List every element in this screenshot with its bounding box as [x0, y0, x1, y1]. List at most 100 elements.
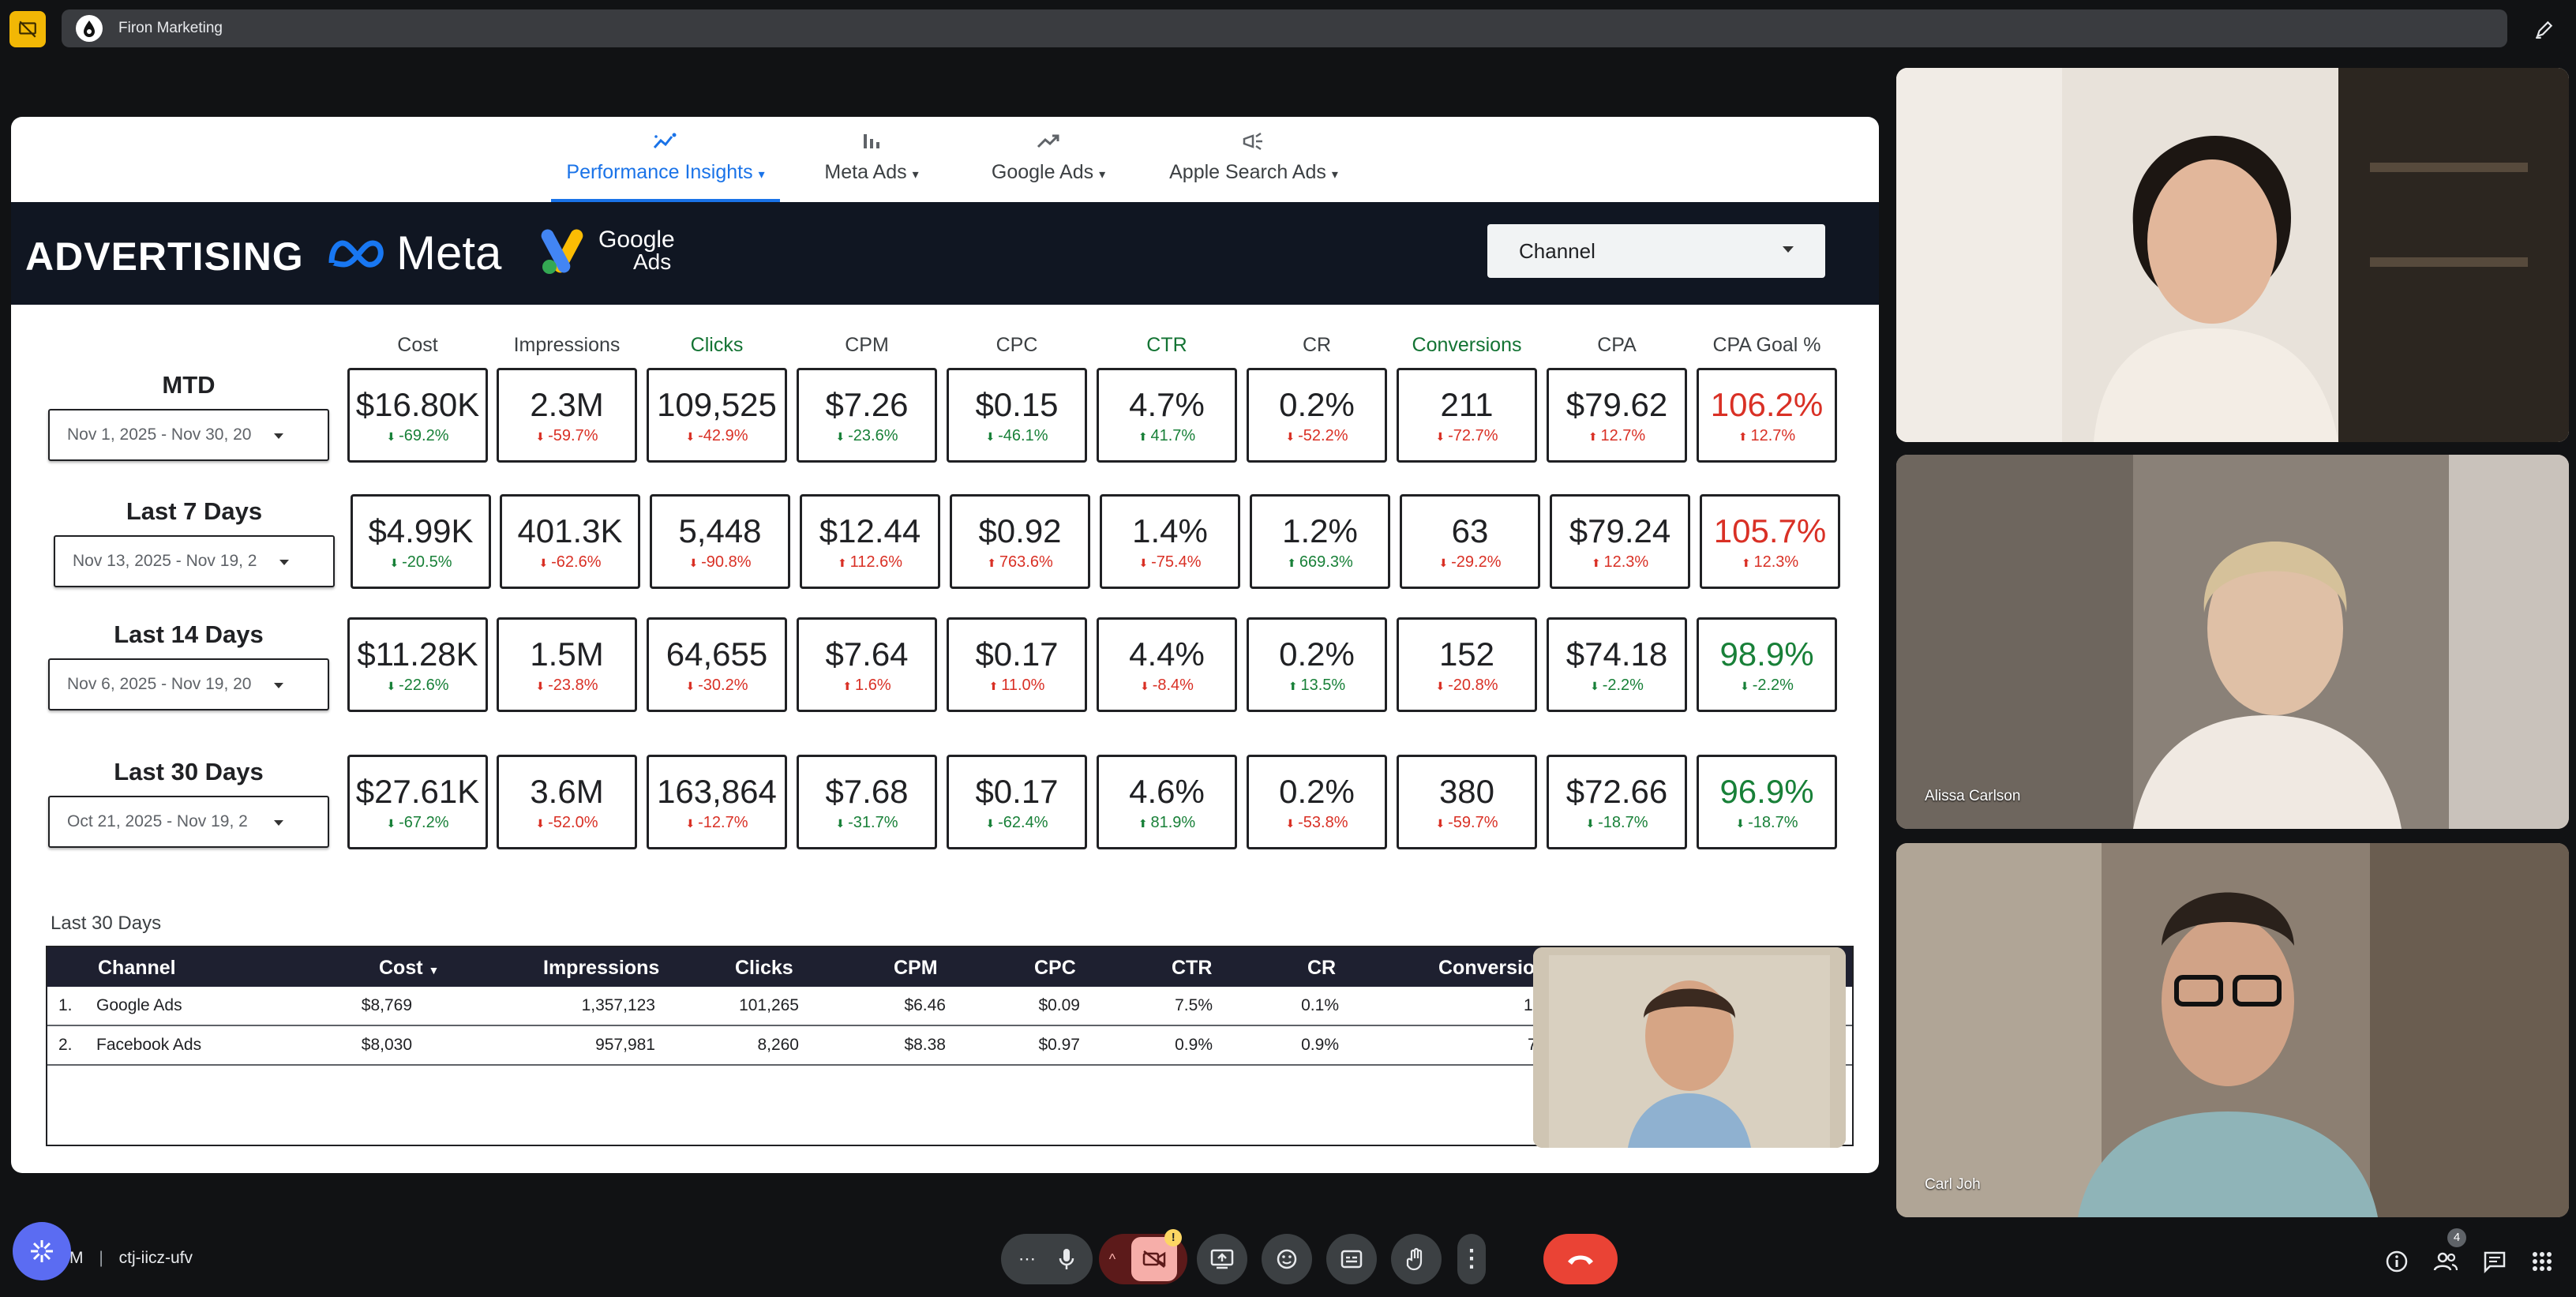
tab-google-ads[interactable]: Google Ads ▾	[977, 128, 1119, 184]
change-value: -8.4%	[1152, 676, 1194, 694]
date-range-value: Nov 13, 2025 - Nov 19, 2	[73, 552, 257, 570]
activities-button[interactable]	[2526, 1246, 2558, 1277]
meeting-details-button[interactable]	[2381, 1246, 2413, 1277]
participant-video	[1896, 843, 2569, 1217]
metric-card: 211 ⬇ -72.7%	[1397, 368, 1537, 463]
metric-value: $4.99K	[368, 512, 474, 549]
change-value: -20.5%	[402, 553, 452, 571]
more-audio-icon[interactable]: ⋯	[1018, 1249, 1036, 1269]
change-value: -59.7%	[1448, 813, 1498, 831]
th-cr[interactable]: CR	[1307, 957, 1337, 979]
captions-icon	[1340, 1250, 1363, 1269]
col-header-cr: CR	[1302, 334, 1332, 356]
metric-change: ⬇ -62.6%	[539, 553, 602, 572]
participant-tile[interactable]: Carl Joh	[1896, 843, 2569, 1217]
cell-clicks: 8,260	[757, 1036, 799, 1054]
metric-change: ⬇ -75.4%	[1139, 553, 1202, 572]
arrow-down-icon: ⬇	[1585, 816, 1599, 830]
date-range-select[interactable]: Nov 6, 2025 - Nov 19, 20	[48, 658, 329, 710]
th-ctr[interactable]: CTR	[1172, 957, 1213, 979]
participant-tile[interactable]	[1896, 68, 2569, 442]
change-value: -53.8%	[1298, 813, 1348, 831]
hand-icon	[1406, 1247, 1423, 1271]
brand-banner: ADVERTISING Meta Google Ads Channel	[11, 202, 1879, 305]
tab-label: Performance Insights	[566, 161, 753, 183]
cell-cpm: $6.46	[904, 996, 946, 1014]
row-label: MTD	[162, 371, 216, 399]
metric-change: ⬇ -20.8%	[1436, 677, 1498, 695]
channel-select[interactable]: Channel	[1487, 224, 1825, 278]
metric-change: ⬇ -67.2%	[387, 814, 449, 832]
self-view-video[interactable]	[1533, 947, 1846, 1148]
microphone-icon[interactable]	[1058, 1247, 1075, 1271]
present-screen-button[interactable]	[1197, 1234, 1247, 1284]
metric-card: 0.2% ⬇ -52.2%	[1247, 368, 1387, 463]
metric-card: 1.4% ⬇ -75.4%	[1100, 494, 1240, 589]
arrow-down-icon: ⬇	[1438, 556, 1452, 569]
participant-tile[interactable]: Alissa Carlson	[1896, 455, 2569, 829]
chevron-up-icon[interactable]: ^	[1108, 1250, 1116, 1267]
tab-apple-search-ads[interactable]: Apple Search Ads ▾	[1151, 128, 1356, 184]
raise-hand-button[interactable]	[1391, 1234, 1442, 1284]
gemini-button[interactable]	[13, 1222, 71, 1280]
metric-value: 152	[1438, 635, 1495, 673]
th-cpm[interactable]: CPM	[894, 957, 938, 979]
reactions-button[interactable]	[1262, 1234, 1312, 1284]
metric-card: $16.80K ⬇ -69.2%	[347, 368, 488, 463]
metric-value: 211	[1440, 385, 1494, 423]
meeting-code: ctj-iicz-ufv	[118, 1249, 193, 1267]
change-value: -31.7%	[848, 813, 898, 831]
th-conversion[interactable]: Conversion	[1438, 957, 1547, 979]
col-header-cpa-goal: CPA Goal %	[1712, 334, 1821, 356]
change-value: -20.8%	[1448, 676, 1498, 694]
leave-call-button[interactable]	[1543, 1234, 1618, 1284]
change-value: 81.9%	[1150, 813, 1196, 831]
metric-value: 1.4%	[1132, 512, 1208, 549]
change-value: -12.7%	[698, 813, 748, 831]
chat-button[interactable]	[2479, 1246, 2510, 1277]
table-row[interactable]: 2. Facebook Ads $8,030 957,981 8,260 $8.…	[47, 1026, 1852, 1066]
arrow-up-icon: ⬆	[1588, 429, 1601, 443]
metric-change: ⬆ 669.3%	[1287, 553, 1352, 572]
chevron-down-icon	[274, 433, 283, 439]
change-value: 12.7%	[1600, 426, 1646, 444]
metric-value: 63	[1451, 512, 1489, 549]
chevron-down-icon	[1783, 246, 1794, 253]
table-row[interactable]: 1. Google Ads $8,769 1,357,123 101,265 $…	[47, 987, 1852, 1026]
date-range-select[interactable]: Nov 1, 2025 - Nov 30, 20	[48, 409, 329, 461]
more-options-button[interactable]: ⋮	[1457, 1234, 1486, 1284]
th-clicks[interactable]: Clicks	[735, 957, 793, 979]
col-header-ctr: CTR	[1146, 334, 1187, 356]
participant-name: Carl Joh	[1925, 1176, 1981, 1193]
arrow-down-icon: ⬇	[538, 556, 552, 569]
arrow-up-icon: ⬆	[842, 679, 856, 692]
screen-share-off-icon[interactable]	[9, 11, 46, 47]
th-cost[interactable]: Cost ▼	[379, 957, 439, 980]
tab-meta-ads[interactable]: Meta Ads ▾	[816, 128, 927, 184]
date-range-select[interactable]: Oct 21, 2025 - Nov 19, 2	[48, 796, 329, 848]
tab-performance-insights[interactable]: Performance Insights ▾	[551, 128, 780, 184]
cell-clicks: 101,265	[739, 996, 799, 1014]
metric-card: 401.3K ⬇ -62.6%	[500, 494, 640, 589]
change-value: -90.8%	[701, 553, 752, 571]
report-nav: Performance Insights ▾ Meta Ads ▾ Google…	[11, 117, 1879, 202]
metric-card: 380 ⬇ -59.7%	[1397, 755, 1537, 849]
more-vert-icon: ⋮	[1460, 1246, 1483, 1272]
metric-change: ⬇ -59.7%	[536, 427, 598, 445]
change-value: -42.9%	[698, 426, 748, 444]
metric-value: 3.6M	[530, 772, 604, 810]
edit-pen-icon[interactable]	[2526, 11, 2563, 47]
th-channel[interactable]: Channel	[98, 957, 176, 979]
insights-icon	[652, 128, 679, 155]
camera-off-button[interactable]: !	[1131, 1229, 1183, 1281]
metric-value: 0.2%	[1279, 635, 1355, 673]
arrow-up-icon: ⬆	[1288, 679, 1301, 692]
th-impressions[interactable]: Impressions	[543, 957, 660, 979]
date-range-select[interactable]: Nov 13, 2025 - Nov 19, 2	[54, 535, 335, 587]
people-button[interactable]: 4	[2430, 1228, 2466, 1277]
col-header-conversions: Conversions	[1412, 334, 1522, 356]
chat-icon	[2484, 1251, 2506, 1273]
captions-button[interactable]	[1326, 1234, 1377, 1284]
metric-change: ⬇ -59.7%	[1436, 814, 1498, 832]
th-cpc[interactable]: CPC	[1034, 957, 1076, 979]
